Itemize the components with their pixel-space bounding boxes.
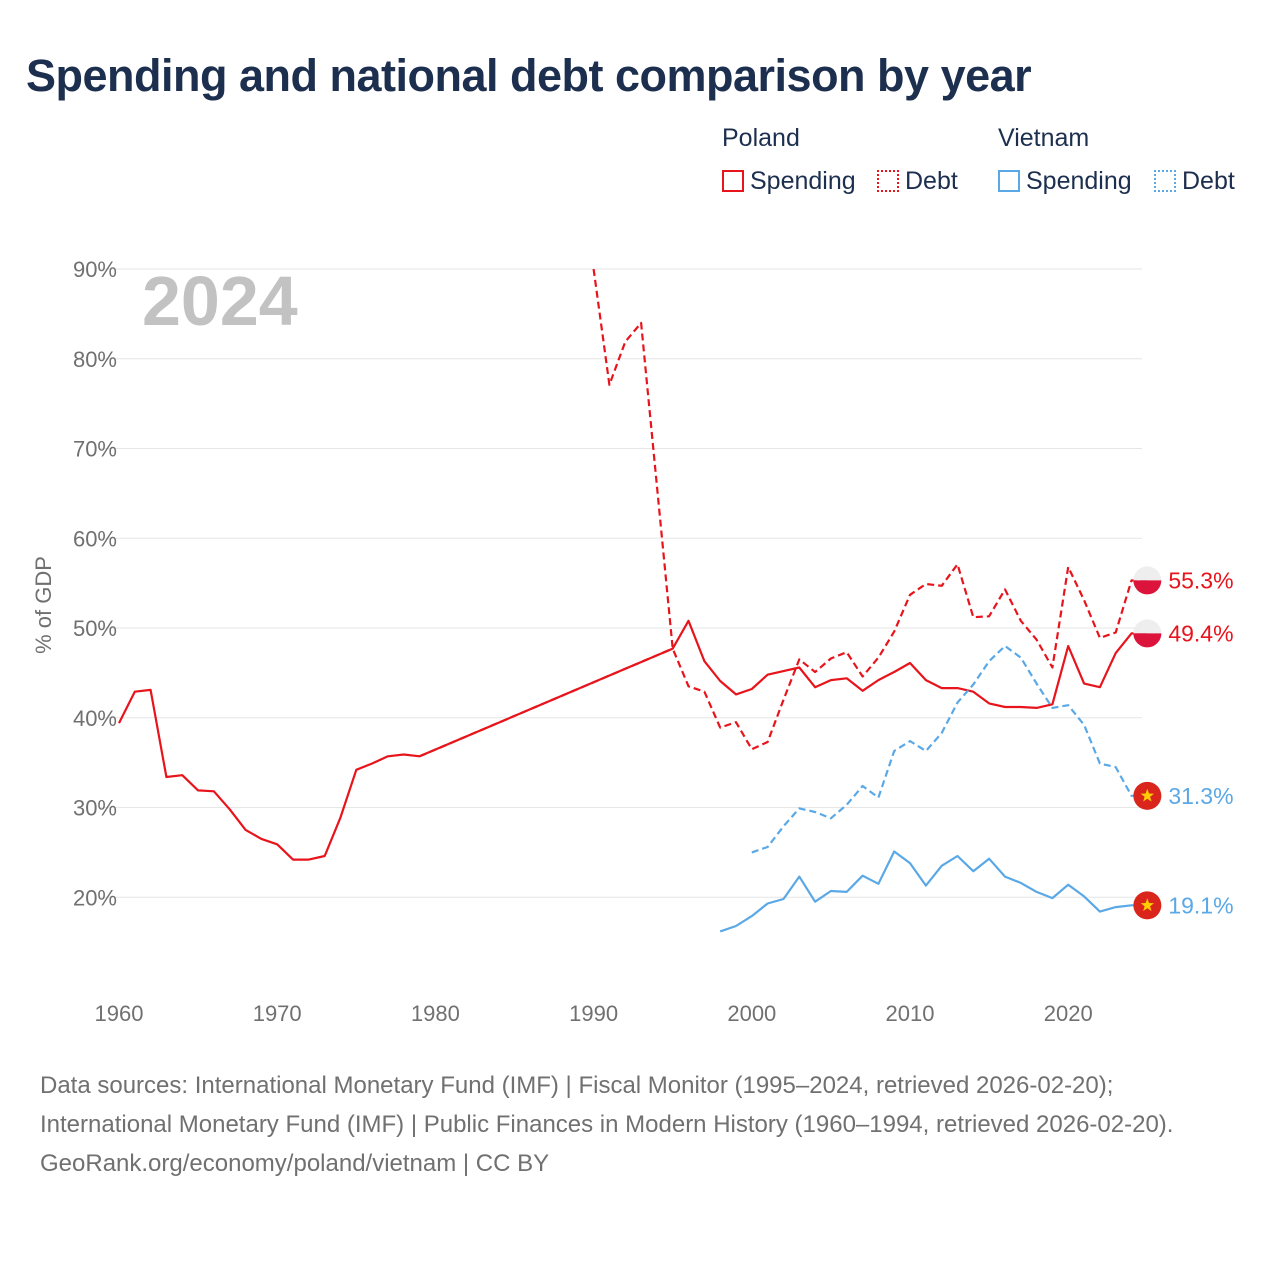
legend-label: Spending [750, 166, 856, 195]
legend-vietnam-debt[interactable]: Debt [1154, 166, 1235, 196]
series-line-poland-debt [419, 647, 674, 758]
y-tick-label: 60% [73, 526, 117, 551]
legend-swatch-dotted-icon [877, 170, 899, 192]
poland-flag-icon [1133, 566, 1162, 595]
x-axis-ticks: 1960 1970 1980 1990 2000 2010 2020 [95, 1001, 1093, 1026]
chart-title: Spending and national debt comparison by… [26, 50, 1032, 101]
line-chart: 20% 30% 40% 50% 60% 70% 80% 90% 1960 1970 1980 199… [31, 257, 1234, 1026]
legend-swatch-solid-icon [998, 170, 1020, 192]
vietnam-flag-icon [1133, 781, 1162, 810]
y-tick-label: 40% [73, 706, 117, 731]
x-tick-label: 2000 [727, 1001, 776, 1026]
y-tick-label: 50% [73, 616, 117, 641]
end-value-label: 19.1% [1168, 892, 1233, 918]
end-markers: 49.4% 55.3% 19.1% 31.3% [1133, 566, 1234, 920]
series-line-vietnam-spending [719, 850, 1148, 933]
x-tick-label: 2010 [886, 1001, 935, 1026]
y-tick-label: 80% [73, 347, 117, 372]
x-tick-label: 1970 [253, 1001, 302, 1026]
end-value-label: 49.4% [1168, 620, 1233, 646]
x-tick-label: 1960 [95, 1001, 144, 1026]
y-tick-label: 90% [73, 257, 117, 282]
star-icon [1140, 898, 1154, 911]
y-axis-ticks: 20% 30% 40% 50% 60% 70% 80% 90% [73, 257, 117, 910]
x-tick-label: 1990 [569, 1001, 618, 1026]
data-sources: Data sources: International Monetary Fun… [40, 1072, 1174, 1138]
legend-group-vietnam: Vietnam [998, 124, 1090, 152]
end-value-label: 55.3% [1168, 567, 1233, 593]
year-label: 2024 [142, 262, 298, 340]
y-axis-label: % of GDP [31, 556, 56, 654]
flag-red-half [1133, 580, 1162, 595]
end-value-label: 31.3% [1168, 783, 1233, 809]
legend-poland-debt[interactable]: Debt [877, 166, 958, 196]
series-line-vietnam-debt [751, 644, 1148, 854]
legend-label: Spending [1026, 166, 1132, 195]
credit-link[interactable]: GeoRank.org/economy/poland/vietnam | CC … [40, 1150, 550, 1177]
flag-white-half [1133, 619, 1162, 634]
x-tick-label: 2020 [1044, 1001, 1093, 1026]
legend-swatch-solid-icon [722, 170, 744, 192]
y-tick-label: 30% [73, 796, 117, 821]
flag-red-half [1133, 633, 1162, 648]
legend-poland-spending[interactable]: Spending [722, 166, 856, 196]
series-line-poland-spending [118, 619, 1148, 861]
legend-label: Debt [1182, 166, 1235, 195]
legend-label: Debt [905, 166, 958, 195]
series-line-poland-debt [592, 269, 1148, 751]
footer: Data sources: International Monetary Fun… [40, 1066, 1240, 1183]
gridlines [100, 268, 1142, 898]
y-tick-label: 70% [73, 437, 117, 462]
poland-flag-icon [1133, 619, 1162, 648]
y-tick-label: 20% [73, 885, 117, 910]
vietnam-flag-icon [1133, 891, 1162, 920]
legend-swatch-dotted-icon [1154, 170, 1176, 192]
flag-white-half [1133, 566, 1162, 581]
star-icon [1140, 788, 1154, 802]
legend-group-poland: Poland [722, 124, 800, 152]
series-group [118, 269, 1148, 933]
x-tick-label: 1980 [411, 1001, 460, 1026]
legend-vietnam-spending[interactable]: Spending [998, 166, 1132, 196]
